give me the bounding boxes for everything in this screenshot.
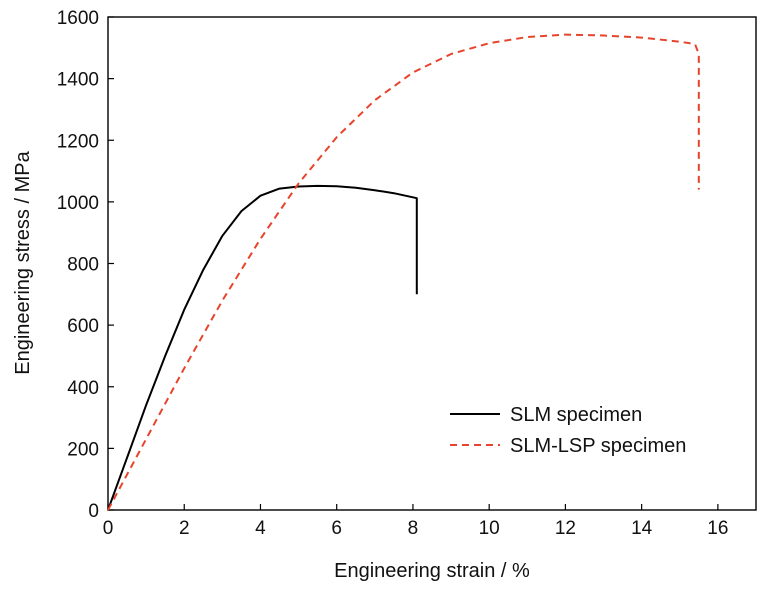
series-layer [107,33,700,511]
x-tick-label: 10 [479,518,500,539]
x-tick-label: 6 [331,518,342,539]
y-tick-label: 1400 [57,70,99,91]
y-axis-title: Engineering stress / MPa [12,150,34,374]
x-tick-label: 8 [408,518,419,539]
x-tick-label: 12 [555,518,576,539]
legend-label-slm-lsp: SLM-LSP specimen [510,435,686,457]
y-tick-label: 200 [67,439,99,460]
x-axis-title: Engineering strain / % [334,560,530,582]
legend-label-slm: SLM specimen [510,404,642,426]
y-axis: 0 200 400 600 800 1000 1200 1400 1600 [57,8,114,522]
y-tick-label: 400 [67,378,99,399]
x-tick-label: 14 [631,518,653,539]
y-tick-label: 1200 [57,131,99,152]
x-tick-label: 16 [707,518,728,539]
y-tick-label: 800 [67,255,99,276]
x-axis: 0 2 4 6 8 10 12 14 16 [103,504,728,539]
y-tick-label: 1600 [57,8,99,29]
x-tick-label: 2 [179,518,190,539]
x-tick-label: 0 [103,518,114,539]
legend: SLM specimen SLM-LSP specimen [450,404,686,457]
x-tick-label: 4 [255,518,266,539]
series-line-slm-lsp [107,33,700,511]
y-tick-label: 0 [88,501,99,522]
y-tick-label: 1000 [57,193,99,214]
series-line-slm [107,184,418,511]
y-tick-label: 600 [67,316,99,337]
